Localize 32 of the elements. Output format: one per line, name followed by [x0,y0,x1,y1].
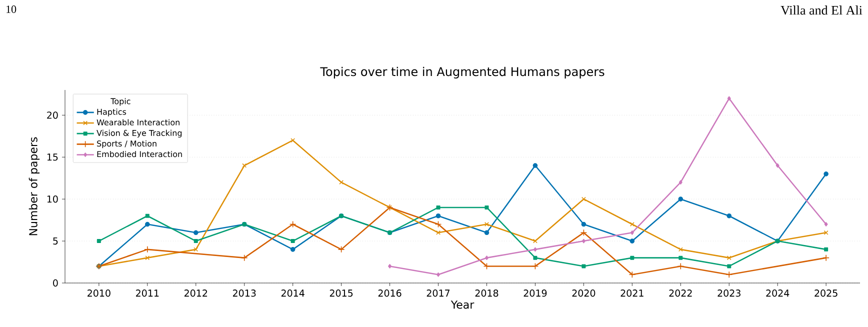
x-tick-label: 2014 [281,290,304,297]
chart-title: Topics over time in Augmented Humans papers [320,66,604,78]
x-tick-label: 2020 [572,290,596,297]
legend-label: Vision & Eye Tracking [96,130,182,138]
x-tick-label: 2025 [814,290,838,297]
legend-title: Topic [110,98,130,106]
legend-label: Wearable Interaction [96,119,180,126]
legend-label: Sports / Motion [97,140,156,148]
legend-label: Embodied Interaction [97,150,182,158]
x-tick-label: 2018 [475,290,498,297]
y-tick-label: 20 [47,112,58,119]
x-axis-title: Year [450,300,474,309]
text: Villa and El Ali [780,6,862,15]
x-tick-label: 2011 [136,290,159,297]
x-tick-label: 2019 [524,290,547,297]
x-tick-label: 2024 [766,290,790,297]
y-tick-label: 5 [53,238,58,245]
x-tick-label: 2015 [330,290,353,297]
x-tick-label: 2017 [426,290,450,297]
text: 10 [6,6,16,13]
x-tick-label: 2010 [88,290,110,297]
y-axis-title: Number of papers [28,137,40,236]
y-tick-label: 0 [53,279,58,287]
x-tick-label: 2021 [620,290,644,297]
x-tick-label: 2023 [718,290,740,297]
y-tick-label: 10 [47,195,58,203]
x-tick-label: 2012 [184,290,208,297]
y-tick-label: 15 [47,154,58,161]
x-tick-label: 2022 [669,290,692,297]
x-tick-label: 2013 [232,290,256,297]
legend-label: Haptics [97,108,126,116]
x-tick-label: 2016 [378,290,402,297]
